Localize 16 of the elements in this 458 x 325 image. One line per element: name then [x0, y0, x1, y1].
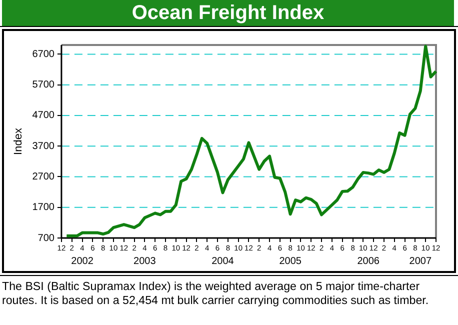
x2-tick-label: 2002: [71, 256, 94, 267]
y-tick-label: 4700: [32, 110, 55, 122]
y-tick-label: 1700: [32, 202, 55, 214]
y-tick-label: 3700: [32, 140, 55, 152]
x2-tick-label: 2003: [134, 256, 156, 267]
text: The BSI (Baltic Supramax Index) is the weighted average on 5 major time-charter routes. It is based on a 52,454 mt bulk carrier carrying commodities such as timber.: [2, 280, 430, 308]
y-tick-label: 6700: [32, 48, 55, 60]
y-tick-label: 700: [38, 232, 55, 244]
x2-tick-label: 2007: [409, 256, 432, 267]
x2-tick-label: 2004: [212, 256, 234, 267]
x2-tick-label: 2005: [279, 256, 302, 267]
chart-title: Ocean Freight Index: [2, 0, 454, 26]
y-axis-title: Index: [12, 128, 25, 155]
x2-tick-label: 2006: [357, 256, 380, 267]
y-tick-label: 5700: [32, 80, 55, 91]
y-tick-label: 2700: [32, 171, 55, 182]
